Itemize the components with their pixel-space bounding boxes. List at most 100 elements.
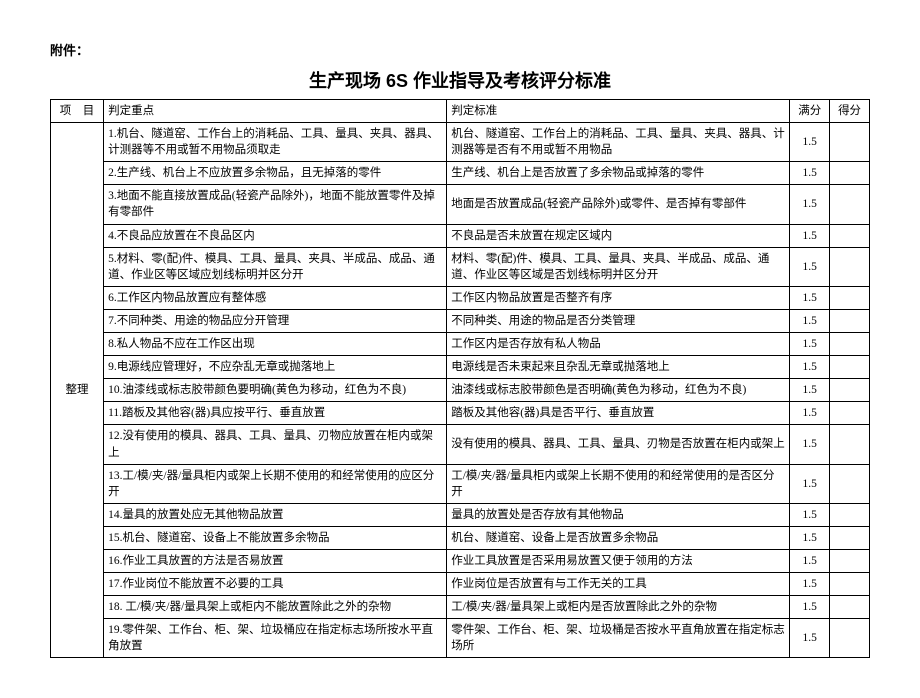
table-row: 2.生产线、机台上不应放置多余物品，且无掉落的零件生产线、机台上是否放置了多余物… <box>51 162 870 185</box>
score-cell <box>830 309 870 332</box>
standard-cell: 地面是否放置成品(轻瓷产品除外)或零件、是否掉有零部件 <box>447 185 790 224</box>
keypoint-cell: 19.零件架、工作台、柜、架、垃圾桶应在指定标志场所按水平直角放置 <box>104 619 447 658</box>
score-cell <box>830 185 870 224</box>
fullscore-cell: 1.5 <box>790 464 830 503</box>
standard-cell: 不良品是否未放置在规定区域内 <box>447 224 790 247</box>
standard-cell: 机台、隧道窑、设备上是否放置多余物品 <box>447 526 790 549</box>
keypoint-cell: 15.机台、隧道窑、设备上不能放置多余物品 <box>104 526 447 549</box>
fullscore-cell: 1.5 <box>790 185 830 224</box>
table-row: 11.踏板及其他容(器)具应按平行、垂直放置踏板及其他容(器)具是否平行、垂直放… <box>51 402 870 425</box>
score-cell <box>830 573 870 596</box>
score-cell <box>830 286 870 309</box>
score-cell <box>830 619 870 658</box>
table-row: 10.油漆线或标志胶带颜色要明确(黄色为移动，红色为不良)油漆线或标志胶带颜色是… <box>51 379 870 402</box>
keypoint-cell: 5.材料、零(配)件、模具、工具、量具、夹具、半成品、成品、通道、作业区等区域应… <box>104 247 447 286</box>
score-cell <box>830 224 870 247</box>
keypoint-cell: 8.私人物品不应在工作区出现 <box>104 333 447 356</box>
table-row: 14.量具的放置处应无其他物品放置量具的放置处是否存放有其他物品1.5 <box>51 503 870 526</box>
fullscore-cell: 1.5 <box>790 596 830 619</box>
standard-cell: 生产线、机台上是否放置了多余物品或掉落的零件 <box>447 162 790 185</box>
keypoint-cell: 2.生产线、机台上不应放置多余物品，且无掉落的零件 <box>104 162 447 185</box>
header-standard: 判定标准 <box>447 100 790 123</box>
fullscore-cell: 1.5 <box>790 379 830 402</box>
keypoint-cell: 13.工/模/夹/器/量具柜内或架上长期不使用的和经常使用的应区分开 <box>104 464 447 503</box>
fullscore-cell: 1.5 <box>790 224 830 247</box>
table-header-row: 项 目 判定重点 判定标准 满分 得分 <box>51 100 870 123</box>
standard-cell: 工/模/夹/器/量具柜内或架上长期不使用的和经常使用的是否区分开 <box>447 464 790 503</box>
table-row: 13.工/模/夹/器/量具柜内或架上长期不使用的和经常使用的应区分开工/模/夹/… <box>51 464 870 503</box>
category-cell: 整理 <box>51 123 104 658</box>
score-cell <box>830 123 870 162</box>
keypoint-cell: 12.没有使用的模具、器具、工具、量具、刃物应放置在柜内或架上 <box>104 425 447 464</box>
score-cell <box>830 425 870 464</box>
fullscore-cell: 1.5 <box>790 286 830 309</box>
score-cell <box>830 247 870 286</box>
fullscore-cell: 1.5 <box>790 619 830 658</box>
fullscore-cell: 1.5 <box>790 526 830 549</box>
fullscore-cell: 1.5 <box>790 573 830 596</box>
table-row: 17.作业岗位不能放置不必要的工具作业岗位是否放置有与工作无关的工具1.5 <box>51 573 870 596</box>
assessment-table: 项 目 判定重点 判定标准 满分 得分 整理1.机台、隧道窑、工作台上的消耗品、… <box>50 99 870 658</box>
fullscore-cell: 1.5 <box>790 123 830 162</box>
table-row: 6.工作区内物品放置应有整体感工作区内物品放置是否整齐有序1.5 <box>51 286 870 309</box>
keypoint-cell: 7.不同种类、用途的物品应分开管理 <box>104 309 447 332</box>
standard-cell: 机台、隧道窑、工作台上的消耗品、工具、量具、夹具、器具、计测器等是否有不用或暂不… <box>447 123 790 162</box>
fullscore-cell: 1.5 <box>790 425 830 464</box>
keypoint-cell: 9.电源线应管理好，不应杂乱无章或抛落地上 <box>104 356 447 379</box>
fullscore-cell: 1.5 <box>790 549 830 572</box>
table-row: 19.零件架、工作台、柜、架、垃圾桶应在指定标志场所按水平直角放置零件架、工作台… <box>51 619 870 658</box>
attachment-label: 附件： <box>50 40 870 59</box>
keypoint-cell: 4.不良品应放置在不良品区内 <box>104 224 447 247</box>
standard-cell: 没有使用的模具、器具、工具、量具、刃物是否放置在柜内或架上 <box>447 425 790 464</box>
standard-cell: 不同种类、用途的物品是否分类管理 <box>447 309 790 332</box>
table-row: 15.机台、隧道窑、设备上不能放置多余物品机台、隧道窑、设备上是否放置多余物品1… <box>51 526 870 549</box>
keypoint-cell: 14.量具的放置处应无其他物品放置 <box>104 503 447 526</box>
standard-cell: 材料、零(配)件、模具、工具、量具、夹具、半成品、成品、通道、作业区等区域是否划… <box>447 247 790 286</box>
fullscore-cell: 1.5 <box>790 247 830 286</box>
standard-cell: 工作区内物品放置是否整齐有序 <box>447 286 790 309</box>
keypoint-cell: 16.作业工具放置的方法是否易放置 <box>104 549 447 572</box>
standard-cell: 踏板及其他容(器)具是否平行、垂直放置 <box>447 402 790 425</box>
header-keypoint: 判定重点 <box>104 100 447 123</box>
table-row: 18. 工/模/夹/器/量具架上或柜内不能放置除此之外的杂物工/模/夹/器/量具… <box>51 596 870 619</box>
standard-cell: 作业工具放置是否采用易放置又便于领用的方法 <box>447 549 790 572</box>
keypoint-cell: 11.踏板及其他容(器)具应按平行、垂直放置 <box>104 402 447 425</box>
keypoint-cell: 18. 工/模/夹/器/量具架上或柜内不能放置除此之外的杂物 <box>104 596 447 619</box>
fullscore-cell: 1.5 <box>790 309 830 332</box>
header-full: 满分 <box>790 100 830 123</box>
table-row: 9.电源线应管理好，不应杂乱无章或抛落地上电源线是否未束起来且杂乱无章或抛落地上… <box>51 356 870 379</box>
fullscore-cell: 1.5 <box>790 356 830 379</box>
table-row: 5.材料、零(配)件、模具、工具、量具、夹具、半成品、成品、通道、作业区等区域应… <box>51 247 870 286</box>
score-cell <box>830 402 870 425</box>
score-cell <box>830 356 870 379</box>
standard-cell: 作业岗位是否放置有与工作无关的工具 <box>447 573 790 596</box>
table-row: 7.不同种类、用途的物品应分开管理不同种类、用途的物品是否分类管理1.5 <box>51 309 870 332</box>
keypoint-cell: 1.机台、隧道窑、工作台上的消耗品、工具、量具、夹具、器具、计测器等不用或暂不用… <box>104 123 447 162</box>
fullscore-cell: 1.5 <box>790 503 830 526</box>
score-cell <box>830 333 870 356</box>
fullscore-cell: 1.5 <box>790 402 830 425</box>
table-row: 8.私人物品不应在工作区出现工作区内是否存放有私人物品1.5 <box>51 333 870 356</box>
score-cell <box>830 379 870 402</box>
standard-cell: 零件架、工作台、柜、架、垃圾桶是否按水平直角放置在指定标志场所 <box>447 619 790 658</box>
standard-cell: 量具的放置处是否存放有其他物品 <box>447 503 790 526</box>
keypoint-cell: 6.工作区内物品放置应有整体感 <box>104 286 447 309</box>
header-score: 得分 <box>830 100 870 123</box>
keypoint-cell: 10.油漆线或标志胶带颜色要明确(黄色为移动，红色为不良) <box>104 379 447 402</box>
fullscore-cell: 1.5 <box>790 333 830 356</box>
score-cell <box>830 526 870 549</box>
keypoint-cell: 3.地面不能直接放置成品(轻瓷产品除外)，地面不能放置零件及掉有零部件 <box>104 185 447 224</box>
standard-cell: 工作区内是否存放有私人物品 <box>447 333 790 356</box>
table-row: 4.不良品应放置在不良品区内不良品是否未放置在规定区域内1.5 <box>51 224 870 247</box>
score-cell <box>830 596 870 619</box>
score-cell <box>830 503 870 526</box>
table-row: 整理1.机台、隧道窑、工作台上的消耗品、工具、量具、夹具、器具、计测器等不用或暂… <box>51 123 870 162</box>
score-cell <box>830 464 870 503</box>
standard-cell: 工/模/夹/器/量具架上或柜内是否放置除此之外的杂物 <box>447 596 790 619</box>
fullscore-cell: 1.5 <box>790 162 830 185</box>
score-cell <box>830 162 870 185</box>
score-cell <box>830 549 870 572</box>
standard-cell: 油漆线或标志胶带颜色是否明确(黄色为移动，红色为不良) <box>447 379 790 402</box>
keypoint-cell: 17.作业岗位不能放置不必要的工具 <box>104 573 447 596</box>
page-title: 生产现场 6S 作业指导及考核评分标准 <box>50 67 870 93</box>
